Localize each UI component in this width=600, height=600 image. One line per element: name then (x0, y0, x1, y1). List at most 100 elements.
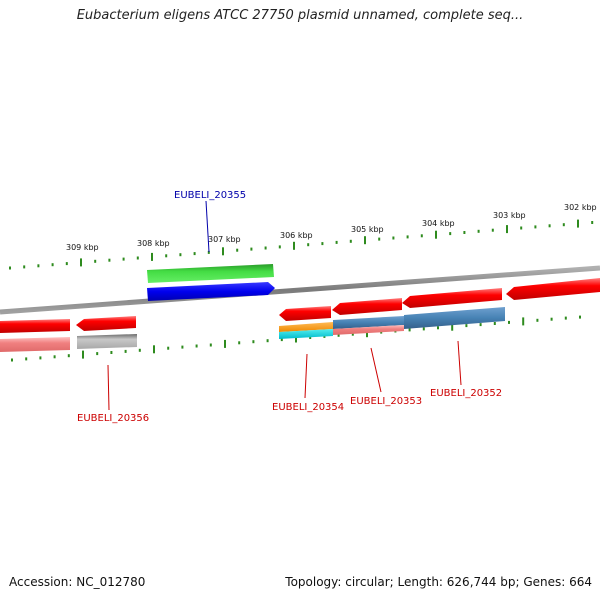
outer-ruler-minor-tick (65, 262, 68, 266)
inner-ruler-minor-tick (238, 341, 241, 345)
outer-ruler-minor-tick (534, 225, 537, 229)
inner-ruler-minor-tick (493, 322, 496, 325)
inner-ruler-minor-tick (437, 326, 439, 330)
outer-ruler-minor-tick (165, 254, 168, 258)
inner-ruler-minor-tick (351, 332, 354, 336)
inner-ruler-minor-tick (39, 356, 42, 360)
inner-ruler-major-tick (295, 334, 297, 343)
outer-ruler-major-tick (364, 236, 366, 245)
gene-label-eubeli-20356[interactable]: EUBELI_20356 (77, 413, 149, 424)
inner-ruler-minor-tick (422, 327, 425, 331)
inner-ruler-minor-tick (124, 349, 127, 353)
ruler-label-304kbp: 304 kbp (422, 219, 455, 228)
inner-ruler-minor-tick (337, 333, 340, 337)
outer-ruler-minor-tick (335, 240, 338, 244)
outer-ruler-minor-tick (108, 258, 111, 262)
ruler-label-308kbp: 308 kbp (137, 239, 170, 248)
cds-arrow-3[interactable] (402, 288, 502, 308)
outer-ruler-major-tick (222, 247, 224, 256)
inner-ruler-major-tick (522, 317, 525, 326)
outer-ruler-minor-tick (23, 265, 26, 269)
outer-ruler-minor-tick (236, 248, 239, 252)
ruler-label-306kbp: 306 kbp (280, 231, 313, 240)
callout-eubeli-20354 (304, 353, 308, 399)
outer-ruler-minor-tick (264, 246, 267, 250)
cds-arrow-2[interactable] (332, 298, 402, 315)
callout-eubeli-20356 (107, 364, 110, 411)
inner-ruler-minor-tick (138, 348, 141, 352)
inner-ruler-minor-tick (181, 345, 184, 349)
outer-ruler-major-tick (577, 219, 579, 228)
outer-ruler-minor-tick (207, 250, 210, 254)
gene-eubeli-20353-steel[interactable] (333, 316, 404, 329)
outer-ruler-minor-tick (321, 242, 324, 246)
gene-label-eubeli-20354[interactable]: EUBELI_20354 (272, 402, 344, 413)
inner-ruler-minor-tick (53, 355, 56, 359)
outer-ruler-minor-tick (491, 228, 494, 232)
callout-eubeli-20352 (457, 340, 462, 386)
outer-ruler-minor-tick (392, 236, 395, 240)
map-title: Eubacterium eligens ATCC 27750 plasmid u… (76, 8, 524, 23)
rna-left-pink[interactable] (0, 337, 70, 352)
inner-ruler-minor-tick (550, 317, 553, 321)
inner-ruler-minor-tick (309, 336, 312, 339)
inner-ruler-minor-tick (252, 340, 255, 344)
plasmid-backbone (0, 265, 600, 315)
gene-eubeli-20354-cyan[interactable] (279, 329, 333, 339)
inner-ruler-minor-tick (266, 339, 269, 343)
inner-ruler-major-tick (82, 350, 84, 359)
inner-ruler-major-tick (451, 322, 454, 331)
gene-eubeli-20355-green[interactable] (147, 264, 274, 283)
outer-ruler-minor-tick (463, 231, 466, 234)
inner-ruler-minor-tick (11, 358, 13, 362)
gene-eubeli-20353-pink[interactable] (333, 325, 404, 335)
inner-ruler-major-tick (153, 345, 155, 354)
outer-ruler-major-tick (293, 241, 295, 250)
outer-ruler-minor-tick (562, 223, 565, 227)
inner-ruler-minor-tick (110, 351, 113, 354)
outer-ruler-minor-tick (250, 247, 253, 251)
outer-ruler-minor-tick (477, 229, 480, 233)
inner-ruler-minor-tick (67, 354, 70, 358)
cds-arrow-1[interactable] (279, 306, 331, 321)
outer-ruler-minor-tick (406, 235, 409, 239)
gene-eubeli-20356-gray[interactable] (77, 334, 137, 349)
ruler-label-302kbp: 302 kbp (564, 203, 597, 212)
ruler-label-305kbp: 305 kbp (351, 225, 384, 234)
outer-ruler-major-tick (506, 225, 508, 234)
inner-ruler-minor-tick (209, 343, 212, 347)
callout-eubeli-20355 (205, 200, 210, 253)
gene-eubeli-20354-orange[interactable] (279, 322, 333, 332)
outer-ruler-minor-tick (94, 259, 97, 263)
outer-ruler-minor-tick (520, 226, 523, 230)
inner-ruler-minor-tick (479, 323, 482, 327)
topology-summary: Topology: circular; Length: 626,744 bp; … (285, 575, 592, 589)
inner-ruler-minor-tick (536, 318, 539, 322)
gene-label-eubeli-20355[interactable]: EUBELI_20355 (174, 190, 246, 201)
gene-label-eubeli-20353[interactable]: EUBELI_20353 (350, 396, 422, 407)
outer-ruler-minor-tick (548, 224, 551, 228)
outer-ruler-minor-tick (9, 266, 11, 270)
outer-ruler-major-tick (80, 258, 82, 267)
inner-ruler-minor-tick (167, 346, 170, 350)
outer-ruler-minor-tick (420, 234, 423, 238)
cds-arrow-4[interactable] (506, 278, 600, 300)
ruler-label-309kbp: 309 kbp (66, 243, 99, 252)
outer-ruler-major-tick (435, 230, 437, 239)
outer-ruler-minor-tick (51, 263, 54, 267)
outer-ruler-minor-tick (193, 252, 196, 256)
outer-ruler-minor-tick (136, 256, 139, 260)
inner-ruler-minor-tick (564, 316, 567, 320)
gene-eubeli-20356-red[interactable] (76, 316, 136, 331)
ruler-label-303kbp: 303 kbp (493, 211, 526, 220)
callout-eubeli-20353 (370, 347, 382, 393)
inner-ruler-minor-tick (96, 352, 99, 356)
gene-eubeli-20352-steel[interactable] (404, 307, 505, 329)
inner-ruler-minor-tick (508, 320, 510, 324)
outer-ruler-minor-tick (591, 221, 594, 224)
gene-label-eubeli-20352[interactable]: EUBELI_20352 (430, 388, 502, 399)
gene-eubeli-20355-blue[interactable] (147, 282, 275, 301)
outer-ruler-minor-tick (179, 253, 182, 257)
cds-left-red[interactable] (0, 319, 70, 333)
